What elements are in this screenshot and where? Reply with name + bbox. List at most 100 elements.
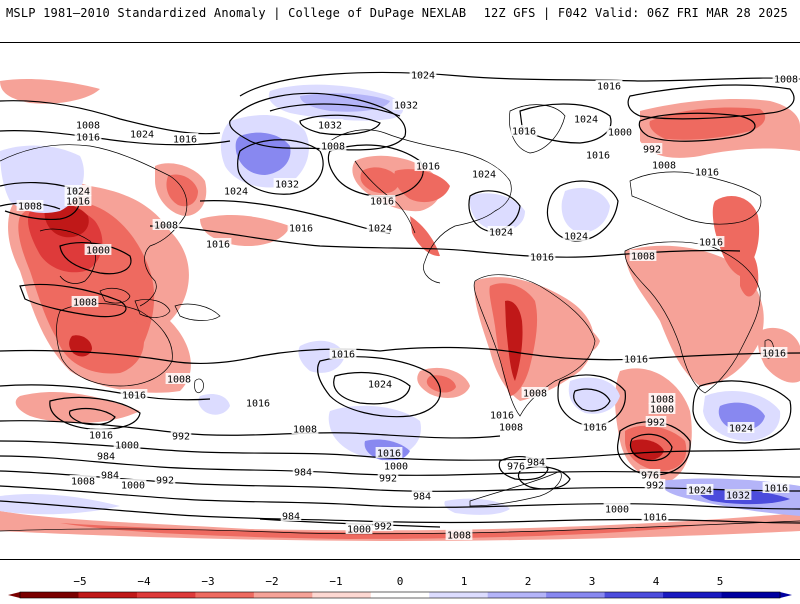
mslp-anomaly-map: 1024 1016 1008 1008 1016 1024 1016 1032 1032 1016… [0,42,800,560]
colorbar-segment [253,592,313,598]
colorbar-segment [604,592,664,598]
colorbar-tick-label: −1 [329,575,342,588]
isobar-label: 1024 [729,424,753,435]
colorbar-tick-label: 4 [653,575,660,588]
isobar-label: 1016 [122,391,146,402]
isobar-label-bg [629,250,657,261]
isobar-label: 1000 [608,128,632,139]
isobar-label-bg [69,475,97,486]
isobar-label-bg [525,456,547,467]
isobar-label: 992 [647,418,665,429]
isobar-label: 1000 [115,441,139,452]
isobar-label: 1024 [224,187,248,198]
isobar-label: 1016 [624,355,648,366]
isobar-label: 1000 [347,525,371,536]
colorbar-segment [546,592,606,598]
isobar-label-bg [645,416,667,427]
isobar-label-bg [648,403,676,414]
colorbar-tick-label: −2 [265,575,278,588]
isobar-label-bg [64,185,92,196]
colorbar-tick-label: 2 [525,575,532,588]
isobar-label-bg [606,126,634,137]
isobar-label-bg [372,520,394,531]
isobar-label-bg [650,159,678,170]
isobar-label-bg [74,119,102,130]
isobar-label-bg [382,460,410,471]
colorbar-segment [487,592,547,598]
isobar-label-bg [595,80,623,91]
isobar-label: 1016 [597,82,621,93]
isobar-label: 1024 [368,380,392,391]
isobar-label: 1008 [631,252,655,263]
isobar-label-bg [622,353,650,364]
isobar-label-bg [510,125,538,136]
model-valid-time: 12Z GFS | F042 Valid: 06Z FRI MAR 28 202… [483,6,788,20]
colorbar-segment [136,592,196,598]
colorbar-tick-label: 3 [589,575,596,588]
isobar-label: 1016 [530,253,554,264]
isobar-label: 1016 [289,224,313,235]
isobar-label-bg [204,238,232,249]
isobar-label-bg [120,389,148,400]
isobar-label-bg [99,469,121,480]
isobar-label-bg [244,397,272,408]
isobar-label-bg [152,219,180,230]
isobar-label: 1024 [472,170,496,181]
isobar-label: 1016 [246,399,270,410]
isobar-label: 1000 [605,505,629,516]
colorbar-ticks: −5 −4 −3 −2 −1 0 1 2 3 4 5 [73,575,723,588]
isobar-label: 984 [527,458,545,469]
colorbar-segment [20,592,79,598]
colorbar-bar [8,591,792,599]
isobar-label: 1032 [726,491,750,502]
isobar-label: 992 [156,476,174,487]
negative-anomaly-fill [0,78,800,541]
isobar-label: 1032 [318,121,342,132]
isobar-label: 1000 [384,462,408,473]
isobar-label-bg [113,439,141,450]
chart-title: MSLP 1981–2010 Standardized Anomaly | Co… [6,6,467,20]
isobar-label-bg [572,113,600,124]
isobar-label-bg [128,128,156,139]
isobar-label-bg [603,503,631,514]
isobar-label: 1016 [331,350,355,361]
isobar-label-bg [581,421,609,432]
isobar-label: 1008 [774,75,798,86]
isobar-label-bg [562,230,590,241]
isobar-label: 1008 [523,389,547,400]
colorbar-segment [78,592,138,598]
isobar-label: 984 [413,492,431,503]
isobar-label: 984 [101,471,119,482]
isobar-label: 992 [379,474,397,485]
isobar-label-bg [154,474,176,485]
isobar-label: 1008 [76,121,100,132]
colorbar-outline [19,591,781,599]
colorbar-segment [312,592,372,598]
isobar-label-bg [377,472,399,483]
isobar-label-bg [84,244,112,255]
isobar-label-bg [119,479,147,490]
isobar-label-bg [644,479,666,490]
isobar-label: 1008 [71,477,95,488]
isobar-label: 1000 [86,246,110,257]
isobar-label-bg [697,236,725,247]
isobar-label-bg [319,140,347,151]
isobar-label-bg [411,490,433,501]
isobar-label: 1008 [652,161,676,172]
isobar-label: 1016 [586,151,610,162]
isobar-label: 1008 [154,221,178,232]
isobar-label: 1016 [699,238,723,249]
isobar-label-bg [64,195,92,206]
isobar-label-bg [287,222,315,233]
isobar-label: 1016 [76,133,100,144]
colorbar-segment [370,592,430,598]
isobar-label: 1024 [130,130,154,141]
isobar-label-bg [648,393,676,404]
isobar-label-bg [366,222,394,233]
colorbar-tick-label: −4 [137,575,151,588]
isobar-label: 1000 [121,481,145,492]
isobar-label-bg [316,119,344,130]
isobar-label-bg [641,143,663,154]
isobar-label: 1000 [650,405,674,416]
